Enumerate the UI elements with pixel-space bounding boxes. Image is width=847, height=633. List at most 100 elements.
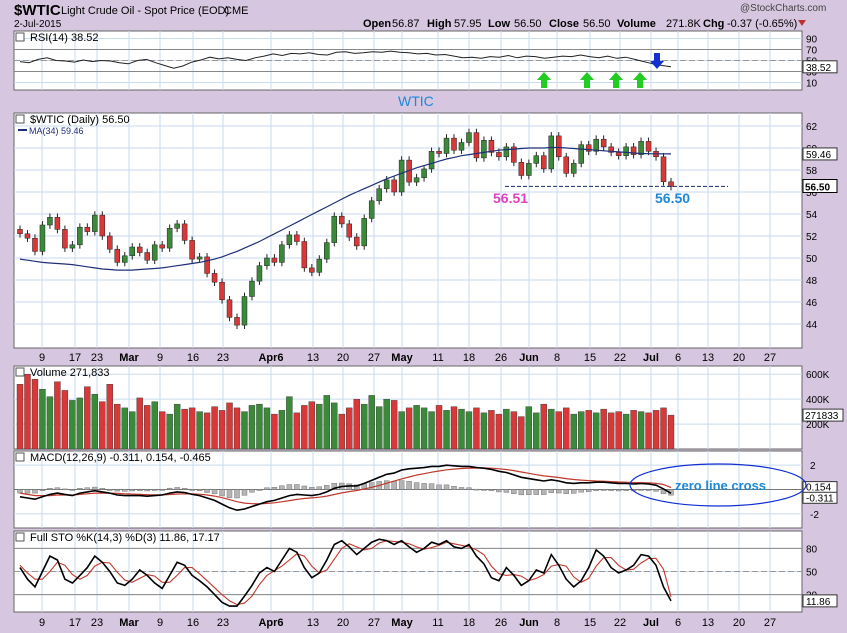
macd-histogram-bar bbox=[563, 489, 569, 494]
ma-current-label: 59.46 bbox=[806, 150, 831, 161]
volume-bar bbox=[203, 412, 211, 450]
candle-down bbox=[608, 146, 614, 153]
candle-down bbox=[496, 152, 502, 158]
macd-histogram-bar bbox=[204, 489, 210, 493]
candle-down bbox=[24, 233, 31, 239]
candle-down bbox=[211, 273, 218, 283]
price-tick-label: 52 bbox=[806, 232, 818, 243]
price-tick-label: 50 bbox=[806, 254, 818, 265]
panel-settings-icon[interactable] bbox=[15, 114, 25, 124]
macd-histogram-bar bbox=[354, 484, 360, 490]
x-axis-label: Jul bbox=[643, 617, 659, 629]
macd-histogram-bar bbox=[578, 489, 584, 493]
x-axis-label: 13 bbox=[702, 352, 714, 364]
x-axis-label: 23 bbox=[91, 352, 103, 364]
symbol-title[interactable]: $WTIC bbox=[14, 2, 61, 19]
x-axis-label: 6 bbox=[675, 352, 681, 364]
volume-bar bbox=[106, 384, 113, 450]
x-axis-label: 13 bbox=[702, 617, 714, 629]
exchange-label: CME bbox=[224, 5, 248, 17]
candle-down bbox=[84, 226, 91, 232]
volume-bar bbox=[480, 412, 488, 450]
x-axis-label: May bbox=[391, 352, 413, 364]
candle-down bbox=[630, 146, 637, 155]
candle-down bbox=[226, 299, 233, 318]
macd-histogram-bar bbox=[436, 484, 442, 490]
x-axis-label: 18 bbox=[463, 617, 475, 629]
x-axis-label: 27 bbox=[368, 352, 380, 364]
candle-down bbox=[54, 217, 61, 230]
sto-k-line bbox=[19, 538, 672, 607]
volume-bar bbox=[405, 407, 413, 450]
volume-bar bbox=[24, 374, 31, 450]
x-axis-label: 23 bbox=[217, 352, 229, 364]
candle-up bbox=[526, 163, 532, 176]
candle-down bbox=[488, 140, 495, 153]
x-axis-label: 6 bbox=[675, 617, 681, 629]
macd-histogram-bar bbox=[428, 483, 435, 490]
volume-bar bbox=[271, 413, 278, 450]
volume-bar bbox=[495, 413, 503, 450]
candle-down bbox=[346, 223, 352, 238]
low-label: Low bbox=[488, 18, 510, 30]
macd-histogram-bar bbox=[473, 488, 480, 491]
volume-bar bbox=[114, 403, 121, 450]
macd-histogram-bar bbox=[234, 489, 240, 499]
macd-histogram-bar bbox=[92, 486, 98, 490]
macd-histogram-bar bbox=[653, 489, 659, 492]
macd-histogram-bar bbox=[638, 489, 644, 491]
macd-histogram-bar bbox=[391, 481, 397, 490]
volume-bar bbox=[129, 411, 136, 450]
volume-bar bbox=[91, 393, 99, 450]
watermark: @StockCharts.com bbox=[740, 3, 826, 14]
volume-bar bbox=[548, 408, 555, 450]
zero-line-cross-note: zero line cross bbox=[675, 478, 766, 493]
macd-histogram-bar bbox=[241, 489, 248, 496]
panel-settings-icon[interactable] bbox=[15, 532, 25, 542]
panel-settings-icon[interactable] bbox=[15, 32, 25, 42]
volume-current-box bbox=[802, 408, 844, 422]
volume-bar bbox=[578, 411, 585, 450]
macd-histogram-bar bbox=[526, 489, 532, 495]
macd-histogram-bar bbox=[421, 483, 427, 490]
candle-down bbox=[541, 155, 547, 170]
up-arrow-icon bbox=[609, 72, 623, 88]
instrument-name: Light Crude Oil - Spot Price (EOD) bbox=[61, 5, 229, 17]
volume-bar bbox=[473, 407, 480, 450]
candle-up bbox=[623, 146, 629, 156]
candle-down bbox=[668, 181, 674, 187]
volume-bar bbox=[84, 386, 91, 450]
candle-up bbox=[593, 138, 599, 152]
x-axis-label: 16 bbox=[187, 617, 199, 629]
candle-up bbox=[466, 132, 472, 143]
high-label: High bbox=[427, 18, 452, 30]
candle-down bbox=[556, 135, 562, 158]
volume-bar bbox=[361, 403, 368, 450]
macd-histogram-bar bbox=[533, 489, 540, 495]
up-arrow-icon bbox=[633, 72, 647, 88]
volume-bar bbox=[503, 408, 510, 450]
volume-bar bbox=[99, 401, 106, 450]
macd-histogram-bar bbox=[39, 489, 46, 491]
x-axis-label: Mar bbox=[119, 617, 139, 629]
panel-settings-icon[interactable] bbox=[15, 452, 25, 462]
candle-down bbox=[615, 152, 622, 156]
rsi-title: RSI(14) 38.52 bbox=[30, 32, 98, 44]
x-axis-label: 22 bbox=[614, 352, 626, 364]
rsi-current-box bbox=[802, 60, 838, 74]
price-tick-label: 58 bbox=[806, 166, 818, 177]
volume-bar bbox=[458, 408, 465, 450]
candle-up bbox=[368, 200, 375, 219]
candle-down bbox=[32, 237, 38, 252]
candle-up bbox=[638, 141, 644, 155]
macd-histogram-bar bbox=[623, 489, 629, 491]
volume-bar bbox=[667, 414, 675, 450]
volume-bar bbox=[622, 413, 630, 450]
ma34-line bbox=[19, 146, 671, 271]
panel-settings-icon[interactable] bbox=[15, 367, 25, 377]
volume-bar bbox=[76, 397, 84, 450]
candle-down bbox=[339, 215, 345, 225]
volume-bar bbox=[196, 411, 203, 450]
